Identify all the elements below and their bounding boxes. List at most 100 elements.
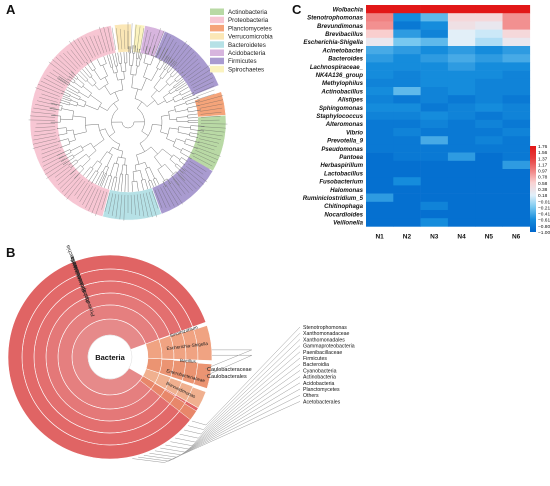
tree-branch — [135, 89, 138, 99]
heatmap-cell — [421, 177, 449, 186]
tree-branch — [167, 99, 174, 102]
tree-branch — [104, 57, 106, 63]
tree-leaf-branch — [181, 79, 183, 81]
heatmap-cell — [448, 144, 476, 153]
heatmap-cell — [503, 202, 531, 211]
heatmap-cell — [448, 54, 476, 63]
heatmap-cell — [503, 79, 531, 88]
heatmap-cell — [421, 71, 449, 80]
tree-arc — [173, 98, 175, 102]
tree-leaf-branch — [108, 185, 109, 189]
heatmap-cell — [448, 161, 476, 170]
tree-leaf-branch — [66, 90, 71, 93]
tree-branch — [105, 77, 108, 83]
tree-branch — [92, 161, 98, 168]
heatmap-cell — [393, 71, 421, 80]
heatmap-cell — [503, 177, 531, 186]
tree-branch — [89, 151, 96, 158]
row-label: Herbaspirillum — [320, 162, 363, 169]
heatmap-cell — [393, 87, 421, 96]
heatmap-cell — [421, 87, 449, 96]
tree-arc — [85, 117, 86, 132]
heatmap-cell — [366, 120, 394, 129]
tree-branch — [110, 163, 114, 176]
tree-arc — [166, 128, 169, 139]
tree-branch — [170, 80, 176, 85]
heatmap-cell — [366, 153, 394, 162]
tree-branch — [77, 154, 86, 161]
scale-tick-label: −0.80 — [538, 224, 550, 230]
callout-label: Bacteroidia — [303, 362, 329, 368]
heatmap-cell — [503, 13, 531, 22]
heatmap-cell — [448, 177, 476, 186]
tree-branch — [141, 53, 142, 59]
tree-branch — [106, 175, 109, 183]
scale-tick-label: 0.58 — [538, 181, 548, 187]
tree-branch — [154, 78, 161, 88]
tree-arc — [141, 179, 145, 180]
heatmap-cell — [421, 62, 449, 71]
scale-tick-label: 0.18 — [538, 193, 548, 199]
tree-leaf-branch — [111, 188, 112, 190]
tree-arc — [73, 130, 75, 140]
tree-arc — [96, 171, 99, 173]
root-label: Bacteria — [95, 353, 125, 362]
row-label: Brevundimonas — [317, 23, 364, 30]
tree-branch — [100, 129, 106, 131]
tree-branch — [136, 155, 138, 164]
heatmap-cell — [503, 112, 531, 121]
heatmap-cell — [503, 30, 531, 38]
tree-branch — [69, 84, 79, 90]
heatmap-cell — [475, 95, 503, 104]
heatmap-cell — [475, 153, 503, 162]
tree-branch — [85, 105, 98, 110]
tree-branch — [94, 70, 101, 80]
tree-branch — [86, 73, 90, 78]
tree-branch — [62, 109, 74, 111]
heatmap-cell — [421, 153, 449, 162]
tree-arc — [132, 88, 142, 91]
tree-branch — [162, 72, 167, 79]
tree-arc — [168, 111, 169, 119]
tree-branch — [166, 76, 171, 82]
column-label: N4 — [457, 233, 466, 240]
tree-arc — [187, 108, 188, 112]
tree-arc — [71, 99, 72, 101]
tree-branch — [135, 165, 136, 171]
tree-arc — [68, 139, 70, 144]
tree-arc — [178, 127, 179, 133]
tree-branch — [141, 180, 143, 189]
heatmap-cell — [503, 169, 531, 178]
heatmap-cell — [448, 30, 476, 38]
row-label: Alistipes — [337, 97, 364, 104]
row-label: Vibrio — [346, 129, 363, 136]
heatmap-cell — [475, 202, 503, 211]
heatmap-cell — [448, 136, 476, 145]
heatmap-cell — [475, 62, 503, 71]
tree-branch — [140, 143, 145, 151]
tree-branch — [71, 92, 80, 97]
row-label: Pseudomonas — [321, 146, 363, 153]
scale-tick-label: −0.41 — [538, 212, 550, 218]
heatmap-cell — [448, 38, 476, 47]
tree-branch — [116, 157, 118, 164]
heatmap-cell — [503, 120, 531, 129]
tree-branch — [151, 69, 158, 81]
tree-branch — [91, 77, 96, 83]
heatmap-cell — [475, 71, 503, 80]
tree-branch — [177, 117, 188, 118]
heatmap-cell — [393, 13, 421, 22]
tree-arc — [81, 146, 84, 150]
tree-branch — [178, 132, 190, 134]
legend-swatch — [210, 25, 224, 32]
heatmap-cell — [503, 95, 531, 104]
tree-branch — [160, 69, 165, 76]
row-label: Escherichia-Shigella — [303, 39, 363, 46]
tree-branch — [121, 79, 123, 89]
heatmap-cell — [448, 13, 476, 22]
tree-leaf-branch — [194, 97, 199, 99]
heatmap-cell — [393, 79, 421, 88]
tree-branch — [170, 90, 176, 94]
tree-arc — [136, 147, 151, 155]
